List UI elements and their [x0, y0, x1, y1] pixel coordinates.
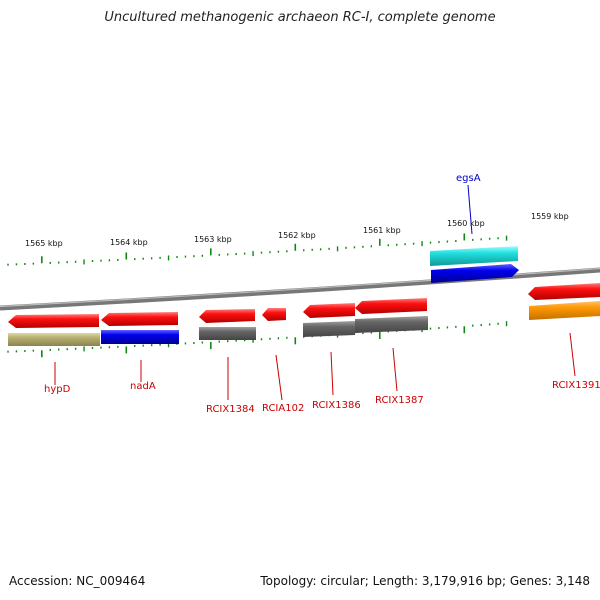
gene-label-RCIX1387[interactable]: RCIX1387: [375, 395, 424, 406]
gene-arrow-egsA[interactable]: [431, 264, 519, 283]
gene-label-RCIX1384[interactable]: RCIX1384: [206, 404, 255, 415]
kbp-label-1559: 1559 kbp: [531, 212, 569, 221]
kbp-label-1560: 1560 kbp: [447, 219, 485, 228]
cog-bar-hypD: [8, 333, 100, 346]
upper-scale-ticks: [7, 233, 508, 266]
map-title: Uncultured methanogenic archaeon RC-I, c…: [104, 10, 496, 25]
gene-arrow-RCIA102[interactable]: [262, 308, 286, 321]
gene-label-egsA[interactable]: egsA: [456, 173, 481, 184]
cog-bar-egsA: [430, 246, 518, 266]
accession-text: Accession: NC_009464: [9, 574, 146, 588]
gene-arrow-RCIX1386[interactable]: [303, 303, 355, 318]
cog-bar-RCIX1384: [199, 327, 256, 340]
kbp-label-1564: 1564 kbp: [110, 238, 148, 247]
gene-arrow-RCIX1384[interactable]: [199, 309, 255, 323]
genome-backbone-highlight: [0, 267, 600, 308]
gene-arrow-hypD[interactable]: [8, 314, 99, 328]
gene-label-nadA[interactable]: nadA: [130, 381, 156, 392]
genome-backbone: [0, 267, 600, 311]
kbp-label-1563: 1563 kbp: [194, 235, 232, 244]
cog-bar-RCIX1391: [529, 301, 600, 320]
cog-bar-RCIX1387: [355, 316, 428, 333]
kbp-label-1561: 1561 kbp: [363, 226, 401, 235]
gene-arrow-RCIX1387[interactable]: [355, 298, 427, 314]
leader-line-egsA: [467, 184, 473, 235]
kbp-label-1562: 1562 kbp: [278, 231, 316, 240]
leader-lines: [54, 332, 576, 401]
cog-bar-RCIX1386: [303, 321, 355, 337]
gene-label-RCIX1391[interactable]: RCIX1391: [552, 380, 600, 391]
gene-arrow-RCIX1391[interactable]: [528, 283, 600, 300]
topology-text: Topology: circular; Length: 3,179,916 bp…: [260, 574, 590, 588]
gene-label-RCIA102[interactable]: RCIA102: [262, 403, 304, 414]
gene-label-RCIX1386[interactable]: RCIX1386: [312, 400, 361, 411]
kbp-label-1565: 1565 kbp: [25, 239, 63, 248]
cog-bar-nadA: [101, 330, 179, 344]
gene-arrow-nadA[interactable]: [101, 312, 178, 326]
gene-label-hypD[interactable]: hypD: [44, 384, 71, 395]
